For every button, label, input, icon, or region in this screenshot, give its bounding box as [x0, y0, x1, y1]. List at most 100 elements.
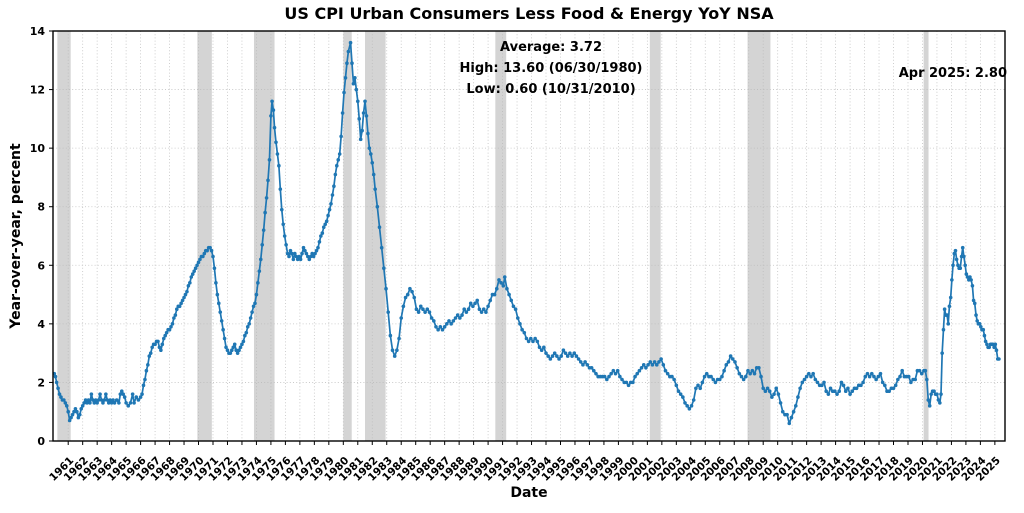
- data-point: [326, 213, 330, 218]
- data-point: [89, 392, 94, 396]
- data-point: [384, 286, 388, 291]
- data-point: [529, 336, 533, 341]
- data-point: [958, 266, 963, 271]
- data-point: [369, 152, 373, 156]
- data-point: [650, 363, 655, 367]
- plot-frame: [52, 30, 1006, 442]
- data-point: [57, 392, 62, 396]
- data-point: [466, 307, 471, 312]
- data-point: [689, 404, 694, 408]
- data-point: [837, 389, 842, 394]
- data-point: [69, 415, 73, 420]
- data-point: [533, 336, 537, 341]
- data-point: [741, 377, 746, 382]
- data-point: [357, 117, 362, 121]
- data-point: [63, 401, 68, 405]
- data-point: [578, 360, 583, 364]
- data-point: [948, 295, 953, 300]
- data-point: [408, 286, 412, 291]
- data-point: [906, 374, 911, 379]
- data-point: [192, 269, 196, 273]
- data-point: [76, 415, 81, 420]
- data-point: [757, 365, 761, 370]
- data-point: [244, 330, 249, 335]
- data-point: [539, 348, 544, 353]
- data-point: [552, 351, 557, 355]
- data-point: [637, 368, 642, 373]
- data-point: [288, 248, 293, 253]
- data-point: [96, 398, 101, 402]
- data-point: [815, 380, 820, 385]
- data-point: [291, 257, 296, 262]
- data-point: [395, 348, 399, 353]
- data-point: [399, 316, 404, 320]
- data-point: [185, 289, 189, 294]
- data-point: [515, 316, 520, 320]
- data-point: [198, 257, 202, 262]
- data-point: [574, 354, 579, 358]
- data-point: [297, 254, 301, 259]
- data-point: [403, 295, 408, 300]
- data-point: [234, 348, 238, 353]
- data-point: [371, 172, 376, 177]
- data-point: [555, 354, 559, 358]
- data-point: [635, 371, 640, 376]
- data-point: [98, 392, 102, 396]
- data-point: [414, 307, 419, 312]
- data-point: [950, 278, 954, 282]
- data-point: [211, 254, 215, 259]
- data-point: [147, 354, 152, 358]
- data-point: [826, 392, 831, 396]
- data-point: [800, 380, 805, 385]
- data-point: [143, 377, 147, 382]
- data-point: [683, 401, 687, 405]
- data-point: [468, 301, 473, 306]
- data-point: [254, 292, 259, 297]
- data-point: [993, 342, 998, 347]
- data-point: [250, 310, 254, 314]
- data-point: [314, 248, 319, 253]
- data-point: [535, 339, 540, 344]
- data-point: [438, 324, 443, 329]
- data-point: [765, 386, 770, 391]
- data-point: [111, 398, 115, 402]
- data-point: [509, 298, 514, 303]
- data-point: [201, 254, 205, 259]
- data-point: [348, 40, 353, 45]
- data-point: [772, 392, 776, 396]
- data-point: [460, 313, 464, 317]
- data-point: [733, 360, 737, 364]
- data-point: [323, 222, 328, 227]
- data-point: [576, 357, 581, 361]
- data-point: [791, 409, 796, 414]
- data-point: [221, 327, 225, 332]
- data-point: [631, 380, 635, 385]
- data-point: [240, 342, 244, 347]
- data-point: [79, 406, 84, 411]
- data-point: [363, 99, 367, 104]
- data-point: [776, 392, 781, 396]
- data-point: [256, 281, 260, 285]
- data-point: [319, 234, 323, 238]
- data-point: [674, 383, 679, 388]
- data-point: [609, 371, 613, 376]
- data-point: [789, 415, 794, 420]
- x-axis-label: Date: [510, 485, 548, 501]
- data-point: [704, 371, 709, 376]
- data-point: [340, 111, 345, 115]
- data-point: [583, 360, 587, 364]
- data-point: [940, 351, 944, 355]
- data-point: [298, 257, 303, 262]
- recession-band: [495, 31, 507, 441]
- data-point: [232, 342, 237, 347]
- data-point: [215, 292, 220, 297]
- data-point: [212, 266, 217, 271]
- data-point: [644, 365, 648, 370]
- data-point: [114, 398, 119, 402]
- data-point: [746, 368, 750, 373]
- data-point: [108, 398, 112, 402]
- data-point: [802, 377, 807, 382]
- data-point: [59, 395, 63, 399]
- data-point: [953, 248, 958, 253]
